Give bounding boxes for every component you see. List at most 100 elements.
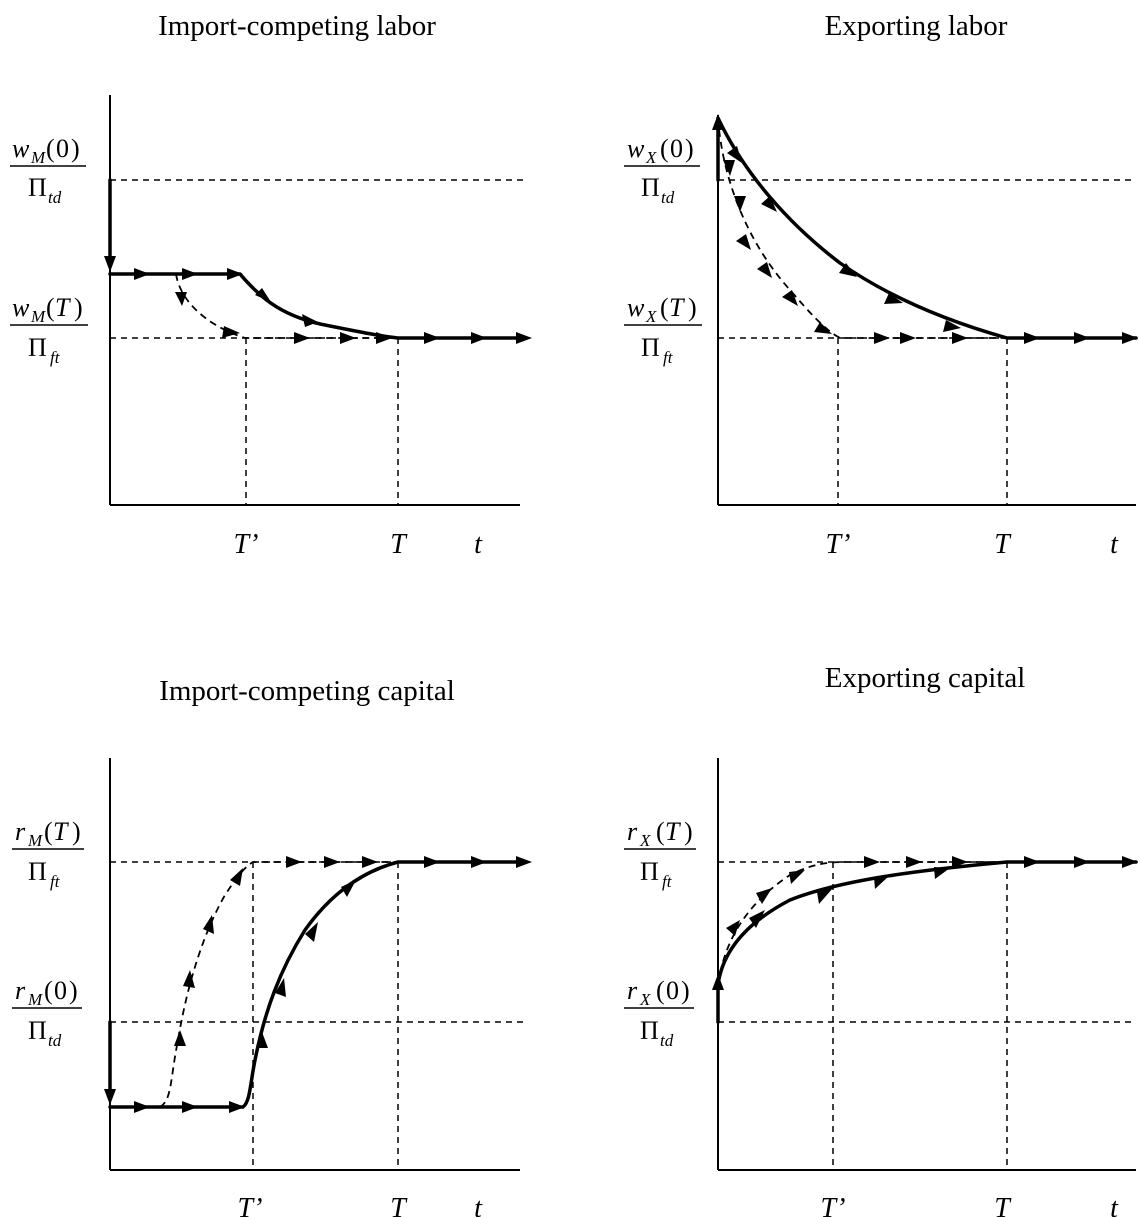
arrow-dashed: [814, 322, 832, 334]
panel-title: Exporting labor: [825, 10, 1008, 42]
arrow-dashed: [900, 332, 916, 344]
arrow-dashed: [864, 856, 880, 868]
svg-text:): ): [684, 817, 693, 846]
arrow-solid: [275, 978, 286, 997]
arrow-solid: [761, 196, 777, 212]
path-solid: [108, 272, 527, 340]
svg-text:w: w: [12, 134, 30, 163]
svg-text:Π: Π: [28, 857, 47, 886]
arrow-dashed: [203, 915, 214, 934]
svg-text:): ): [685, 134, 694, 163]
svg-text:ft: ft: [50, 348, 61, 367]
arrow-dashed: [789, 870, 805, 884]
svg-text:): ): [681, 976, 690, 1005]
y-label-initial: w X ( 0 ) Π td: [624, 134, 700, 207]
arrow-solid: [874, 875, 890, 889]
arrow-solid: [1122, 856, 1138, 868]
svg-text:td: td: [48, 1031, 62, 1050]
arrow-solid: [134, 1101, 150, 1113]
arrow-solid: [1074, 856, 1090, 868]
svg-text:): ): [71, 134, 80, 163]
tick-t-big: T: [390, 1193, 408, 1217]
arrow-dashed: [723, 160, 735, 176]
arrow-solid: [376, 332, 392, 344]
svg-text:(: (: [44, 976, 53, 1005]
arrow-dashed: [362, 856, 378, 868]
tick-t-axis: t: [474, 1193, 483, 1217]
tick-t-prime: T’: [821, 1193, 846, 1217]
svg-text:w: w: [12, 293, 30, 322]
svg-text:T: T: [53, 817, 69, 846]
svg-text:(: (: [660, 134, 669, 163]
path-dashed: [717, 861, 1007, 986]
arrow-solid: [943, 320, 961, 332]
svg-text:M: M: [30, 307, 46, 326]
tick-t-axis: t: [1110, 1193, 1119, 1217]
y-label-final: r X ( T ) Π ft: [624, 817, 696, 891]
arrow-solid: [884, 293, 903, 304]
panel-title: Import-competing capital: [159, 675, 455, 707]
arrow-dashed: [736, 234, 751, 250]
svg-text:Π: Π: [640, 1016, 659, 1045]
path-dashed: [717, 117, 1007, 339]
svg-text:w: w: [627, 293, 645, 322]
path-dashed: [159, 861, 398, 1108]
svg-text:Π: Π: [28, 1016, 47, 1045]
arrow-solid: [424, 332, 440, 344]
svg-text:T: T: [665, 817, 681, 846]
arrow-dashed: [874, 332, 890, 344]
arrow-solid: [839, 263, 857, 277]
arrow-dashed: [757, 262, 772, 278]
arrow-solid: [712, 974, 724, 990]
panel-export-labor: Exporting labor w X ( 0 ) Π td w X ( T )…: [624, 10, 1138, 560]
arrow-dashed: [324, 856, 340, 868]
panel-export-capital: Exporting capital r X ( T ) Π ft r X ( 0…: [624, 662, 1138, 1217]
svg-text:Π: Π: [28, 333, 47, 362]
tick-t-prime: T’: [238, 1193, 263, 1217]
svg-text:(: (: [46, 293, 55, 322]
y-label-initial: r M ( 0 ) Π td: [12, 976, 82, 1050]
svg-text:0: 0: [56, 134, 69, 163]
arrow-dashed: [906, 856, 922, 868]
svg-text:T: T: [669, 293, 685, 322]
arrow-solid: [712, 114, 724, 130]
tick-t-big: T: [994, 1193, 1012, 1217]
arrow-solid: [256, 1032, 268, 1048]
arrow-solid: [341, 880, 356, 897]
svg-text:(: (: [660, 293, 669, 322]
svg-text:(: (: [46, 134, 55, 163]
svg-text:r: r: [15, 976, 26, 1005]
svg-text:): ): [72, 817, 81, 846]
svg-text:(: (: [656, 976, 665, 1005]
svg-text:(: (: [44, 817, 53, 846]
arrow-dashed: [222, 326, 240, 338]
arrow-solid: [749, 910, 765, 928]
svg-text:td: td: [48, 188, 62, 207]
arrow-dashed: [756, 888, 772, 904]
y-label-initial: w M ( 0 ) Π td: [10, 134, 86, 207]
svg-text:r: r: [627, 817, 638, 846]
arrow-solid: [1024, 856, 1040, 868]
panel-import-labor: Import-competing labor w M ( 0 ) Π td w …: [10, 10, 532, 560]
arrow-dashed: [340, 332, 356, 344]
arrow-solid: [424, 856, 440, 868]
arrow-dashed: [286, 856, 302, 868]
arrow-solid: [1024, 332, 1040, 344]
arrow-dashed: [175, 292, 187, 306]
svg-text:): ): [74, 293, 83, 322]
svg-text:ft: ft: [50, 872, 61, 891]
svg-text:Π: Π: [28, 173, 47, 202]
tick-t-big: T: [994, 529, 1012, 560]
svg-text:(: (: [656, 817, 665, 846]
svg-text:r: r: [627, 976, 638, 1005]
svg-text:X: X: [645, 148, 657, 167]
panel-import-capital: Import-competing capital r M ( T ) Π ft …: [12, 675, 532, 1217]
svg-text:X: X: [639, 990, 651, 1009]
y-label-final: w M ( T ) Π ft: [10, 293, 88, 367]
arrow-solid: [104, 256, 116, 272]
arrow-solid: [516, 856, 532, 868]
svg-text:M: M: [27, 831, 43, 850]
svg-text:w: w: [627, 134, 645, 163]
svg-text:T: T: [55, 293, 71, 322]
